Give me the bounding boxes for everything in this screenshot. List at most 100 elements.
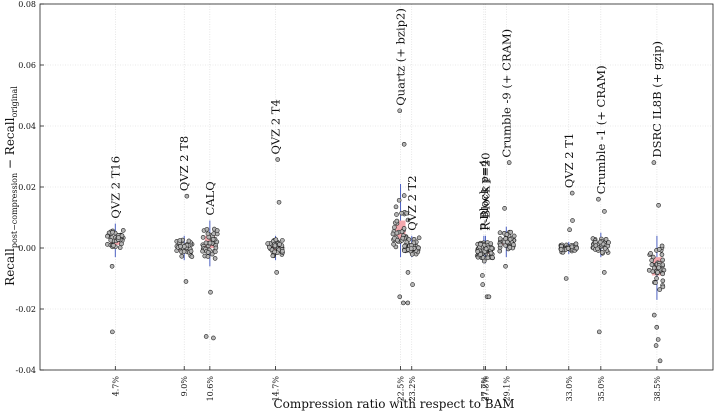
outlier-point (653, 343, 659, 348)
outlier-point (570, 218, 575, 223)
data-point (280, 238, 285, 243)
data-point (179, 253, 185, 259)
x-tick-label: 29.1% (502, 376, 511, 402)
data-point (188, 248, 194, 254)
series-label: QVZ 2 T4 (269, 99, 283, 154)
data-point (416, 235, 422, 241)
y-axis-title-sub2: original (10, 86, 19, 118)
data-point (659, 252, 665, 257)
data-point (111, 243, 116, 248)
x-tick-label: 23.2% (408, 376, 417, 402)
data-point (270, 253, 276, 259)
outlier-point (400, 300, 406, 306)
data-point (273, 237, 279, 242)
y-tick-label: -0.04 (15, 366, 36, 375)
outlier-point (657, 358, 663, 364)
grid-layer (40, 3, 713, 371)
data-point (392, 225, 397, 230)
box-layer (110, 183, 662, 300)
data-point (478, 252, 483, 257)
data-point (209, 251, 215, 257)
data-point (189, 254, 195, 259)
data-point (597, 239, 603, 245)
y-tick-label: 0.08 (18, 0, 36, 9)
data-point (394, 218, 400, 224)
data-point (203, 240, 209, 246)
data-point (511, 242, 516, 247)
outlier-point (275, 157, 280, 162)
series-label: QVZ 2 T8 (177, 136, 191, 191)
data-point (205, 231, 211, 237)
data-point (655, 270, 660, 275)
data-point (205, 254, 211, 259)
data-point (200, 235, 206, 240)
outlier-point (276, 199, 282, 205)
outlier-point (506, 160, 512, 165)
data-point (648, 251, 653, 256)
data-point (504, 232, 510, 237)
data-point (280, 248, 285, 254)
tick-layer: -0.04 -0.02 0.00 0.02 0.04 0.06 0.08 4.7% 9.0% 10… (15, 0, 661, 401)
outlier-point (601, 270, 607, 275)
data-point (408, 246, 414, 251)
y-axis-title-main: Recall (3, 248, 17, 286)
data-point (649, 258, 654, 263)
data-point (213, 249, 218, 255)
outlier-point (401, 142, 407, 147)
x-tick-label: 14.7% (272, 376, 281, 402)
y-axis-title-mid: − Recall (3, 117, 17, 173)
data-point (394, 212, 399, 217)
data-point (391, 241, 396, 247)
x-tick-label: 27.8% (481, 376, 490, 402)
outlier-point (410, 282, 415, 287)
y-tick-label: 0.06 (18, 61, 36, 70)
data-point (511, 233, 517, 239)
data-point (485, 255, 491, 261)
outlier-point (183, 279, 189, 284)
data-point (489, 245, 495, 251)
data-point (396, 197, 402, 203)
data-point (602, 246, 608, 251)
y-axis-title-sub1: post−compression (10, 173, 19, 248)
x-axis-title: Compression ratio with respect to BAM (273, 397, 514, 411)
outlier-point (480, 282, 486, 287)
data-point (660, 257, 665, 263)
outlier-point (655, 337, 661, 342)
data-point (402, 248, 407, 253)
series-label: CALQ (203, 181, 217, 215)
outlier-point (203, 334, 209, 339)
data-point (573, 241, 579, 247)
outlier-point (563, 276, 569, 281)
data-point (272, 249, 277, 255)
outlier-point (208, 289, 213, 295)
outlier-point (502, 206, 507, 211)
outlier-point (654, 324, 660, 330)
x-tick-label: 35.0% (597, 376, 606, 402)
data-point (488, 241, 494, 246)
data-point (646, 267, 652, 273)
data-point (649, 262, 655, 268)
outlier-point (110, 329, 115, 335)
outlier-point (486, 294, 492, 300)
outlier-point (602, 209, 607, 214)
data-point (651, 265, 657, 271)
data-point (272, 243, 278, 249)
outlier-point (405, 270, 411, 275)
data-point (105, 233, 110, 239)
data-point (488, 250, 494, 256)
x-tick-label: 33.0% (565, 376, 574, 402)
data-point (603, 236, 609, 242)
data-point (497, 230, 503, 235)
data-point (507, 245, 513, 250)
outlier-point (596, 329, 602, 335)
data-point (186, 238, 192, 244)
outlier-point (480, 273, 485, 278)
data-point (574, 245, 580, 251)
data-point (409, 251, 415, 257)
data-point (558, 247, 564, 252)
iqr-box (395, 220, 406, 239)
outlier-point (651, 160, 657, 165)
data-point (505, 239, 510, 245)
data-point (210, 237, 216, 242)
